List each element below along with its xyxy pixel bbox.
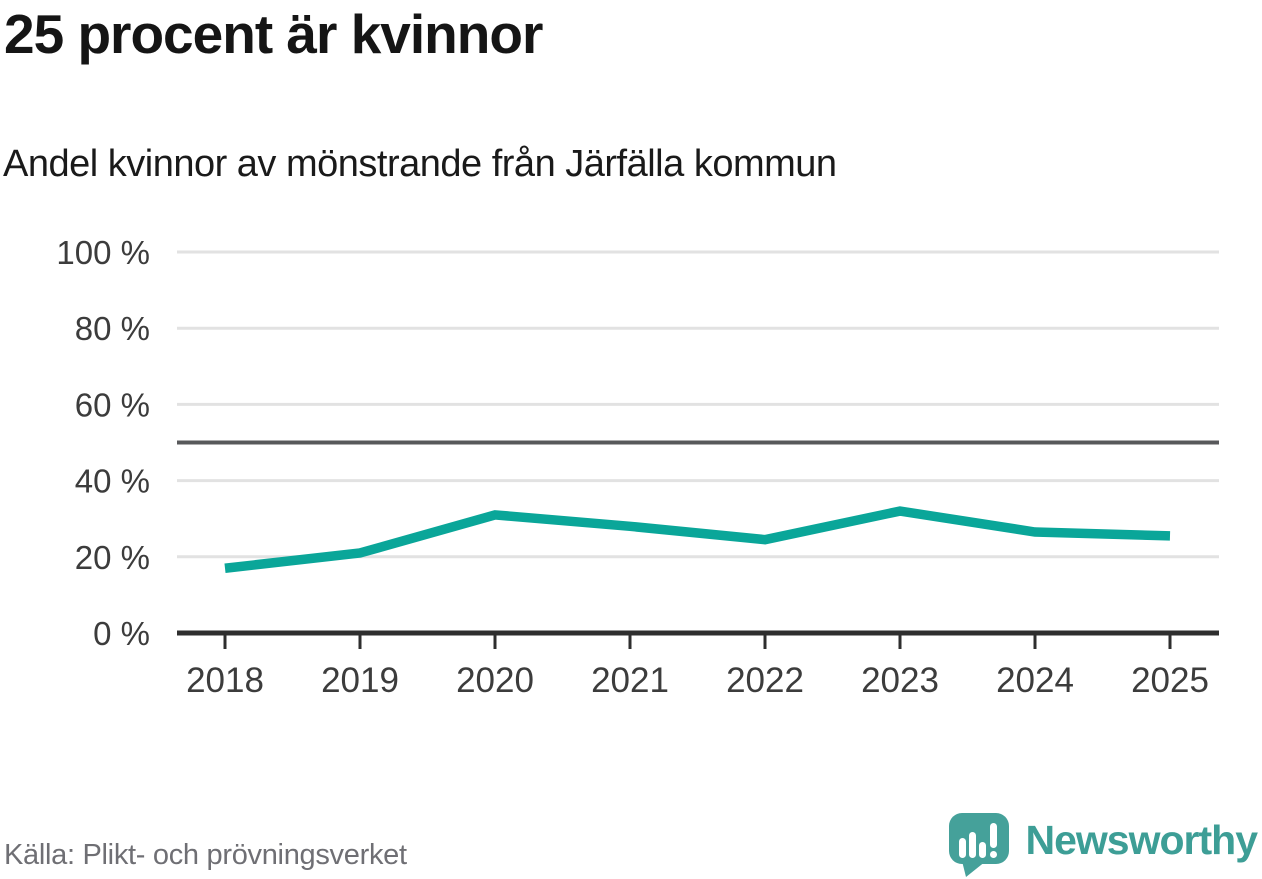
logo-exclamation-dot [989, 850, 997, 858]
chart-subtitle: Andel kvinnor av mönstrande från Järfäll… [3, 143, 837, 185]
logo-exclamation-bar [989, 822, 997, 848]
logo-bar-1 [958, 837, 966, 858]
logo-bar-3 [978, 841, 986, 858]
y-axis-tick-label: 100 % [56, 234, 150, 271]
y-axis-tick-label: 40 % [75, 463, 150, 500]
y-axis-tick-label: 20 % [75, 539, 150, 576]
y-axis-tick-label: 80 % [75, 310, 150, 347]
x-axis-tick-label: 2023 [861, 661, 939, 700]
data-line-andel-kvinnor [224, 506, 1171, 573]
chart-title: 25 procent är kvinnor [4, 3, 543, 65]
y-axis-tick-label: 0 % [93, 615, 150, 652]
x-axis-tick-label: 2021 [591, 661, 669, 700]
x-axis-tick-label: 2025 [1131, 661, 1209, 700]
newsworthy-logo-text: Newsworthy [1025, 816, 1258, 863]
x-axis-tick-label: 2022 [726, 661, 804, 700]
logo-bar-2 [968, 831, 976, 858]
x-axis-tick-label: 2020 [456, 661, 534, 700]
y-axis-tick-label: 60 % [75, 386, 150, 423]
source-note: Källa: Plikt- och prövningsverket [4, 839, 407, 871]
x-axis-tick-label: 2024 [996, 661, 1074, 700]
newsworthy-logo-icon [948, 812, 1009, 877]
newsworthy-logo: Newsworthy [948, 812, 1258, 878]
x-axis-tick-label: 2019 [321, 661, 399, 700]
x-axis-tick-label: 2018 [186, 661, 264, 700]
